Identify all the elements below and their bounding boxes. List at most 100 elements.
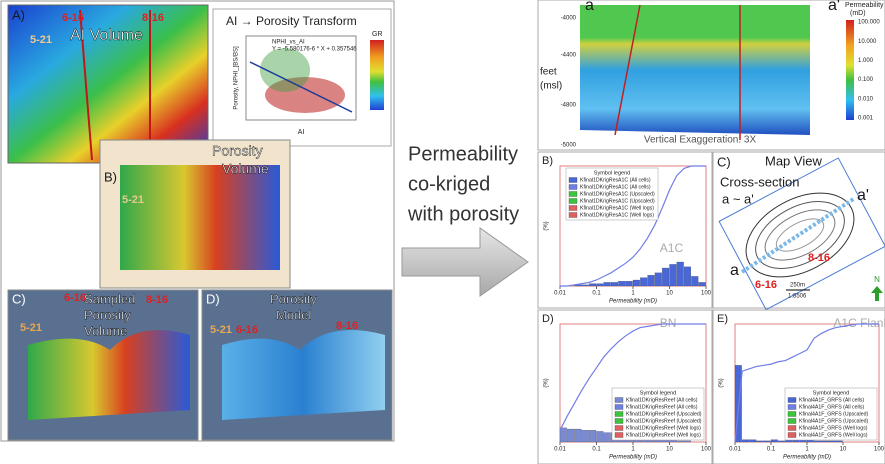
legend-swatch <box>569 192 577 197</box>
bar <box>648 275 655 286</box>
x-tick-label: 100 <box>701 291 712 297</box>
well-label: 8-16 <box>142 12 164 24</box>
well-label: 6-16 <box>755 279 777 291</box>
panel-title: Porosity <box>270 291 317 306</box>
well-label: 6-16 <box>64 292 86 304</box>
panel-label: B) <box>104 169 117 184</box>
legend-entry: Kfinal1DKrigResReef (Well logs) <box>626 425 701 431</box>
well-label: 5-21 <box>122 194 144 206</box>
legend-swatch <box>569 206 577 211</box>
section-name: a ~ a' <box>722 191 754 206</box>
well-label: 6-16 <box>62 12 84 24</box>
depth-tick: -4800 <box>561 103 577 109</box>
legend-entry: Kfinal1DKrigResReef (Upscaled) <box>626 418 702 424</box>
bar <box>611 282 618 286</box>
legend-entry: Kfinal4A1F_GRFS (All cells) <box>799 404 864 410</box>
legend-swatch <box>615 426 623 431</box>
panel-label: D) <box>542 313 554 325</box>
bar <box>662 268 669 286</box>
legend-swatch <box>788 426 796 431</box>
bar <box>677 262 684 286</box>
legend-swatch <box>788 433 796 438</box>
legend-swatch <box>569 178 577 183</box>
colorbar-title: Permeability <box>845 2 884 9</box>
bar <box>742 440 749 442</box>
bar <box>684 267 691 286</box>
legend-entry: Kfinal1DKrigResA1C (Upscaled) <box>580 191 655 197</box>
bar <box>655 273 662 286</box>
bar <box>691 276 698 286</box>
bar <box>604 282 611 286</box>
legend-swatch <box>615 405 623 410</box>
map-view: C) Map View Cross-section a ~ a' a a' 6-… <box>713 152 885 310</box>
bar <box>757 441 764 442</box>
x-tick-label: 0.1 <box>592 291 601 297</box>
section-end: a <box>585 0 594 14</box>
well-label: 8-16 <box>146 294 168 306</box>
bar <box>575 429 582 442</box>
legend-entry: Kfinal1DKrigResReef (All cells) <box>626 397 698 403</box>
bar <box>597 431 604 442</box>
x-tick-label: 100 <box>874 447 885 453</box>
bar <box>597 284 604 286</box>
colorbar-tick: 100.000 <box>858 20 880 26</box>
legend-swatch <box>569 185 577 190</box>
panel-label: C) <box>12 291 26 306</box>
panel-title: Model <box>276 307 312 322</box>
x-tick-label: 10 <box>666 447 673 453</box>
panel-label: C) <box>717 154 731 169</box>
note: Vertical Exaggeration: 3X <box>644 135 757 146</box>
bar <box>821 441 828 442</box>
caption: with porosity <box>407 203 519 225</box>
bar <box>829 441 836 442</box>
legend-swatch <box>615 398 623 403</box>
legend-swatch <box>615 433 623 438</box>
bar <box>567 429 574 442</box>
legend-entry: Kfinal1DKrigResA1C (Well logs) <box>580 205 654 211</box>
section-image <box>580 5 810 135</box>
panel-title: AI Volume <box>70 27 143 44</box>
legend-swatch <box>615 412 623 417</box>
annotation: A1C <box>660 241 684 255</box>
arrow <box>402 228 528 296</box>
legend-entry: Kfinal4A1F_GRFS (Upscaled) <box>799 418 868 424</box>
legend-swatch <box>788 412 796 417</box>
north-label: N <box>874 275 880 284</box>
legend-title: Symbol legend <box>594 170 630 176</box>
well-label: 8-16 <box>336 320 358 332</box>
depth-tick: -4400 <box>561 53 577 59</box>
bar <box>749 440 756 442</box>
x-axis-label: Permeability (mD) <box>609 455 657 461</box>
section-end: a' <box>828 0 840 14</box>
x-axis-label: Permeability (mD) <box>609 299 657 305</box>
x-tick-label: 10 <box>840 447 847 453</box>
panel-title: Porosity <box>84 307 131 322</box>
legend-colorbar <box>370 40 384 110</box>
well-label: 8-16 <box>808 252 830 264</box>
well-label: 6-16 <box>236 324 258 336</box>
x-tick-label: 0.1 <box>592 447 601 453</box>
legend-entry: Kfinal1DKrigResA1C (Well logs) <box>580 212 654 218</box>
legend-entry: Kfinal4A1F_GRFS (All cells) <box>799 397 864 403</box>
x-axis-label: Permeability (mD) <box>783 455 831 461</box>
left-figure: A) AI Volume 5-21 6-16 8-16 AI → Porosit… <box>1 1 394 441</box>
legend-entry: Kfinal1DKrigResReef (Well logs) <box>626 432 701 438</box>
bar <box>684 441 691 442</box>
scale: 250m <box>790 283 805 289</box>
bar <box>560 428 567 442</box>
legend-entry: Kfinal1DKrigResReef (All cells) <box>626 404 698 410</box>
x-tick-label: 0.01 <box>729 447 741 453</box>
scale-ratio: 1:8506 <box>788 294 807 300</box>
panel-label: B) <box>542 155 553 167</box>
panel-label: A) <box>12 7 25 22</box>
x-tick-label: 0.01 <box>554 291 566 297</box>
y-axis-label: (%) <box>719 378 725 387</box>
section-title: Cross-section <box>720 174 799 189</box>
colorbar-tick: 0.001 <box>858 116 874 122</box>
caption: co-kriged <box>408 173 490 195</box>
fit-equation: Y = -5.580176-6 * X + 0.357546 <box>272 47 357 53</box>
well-label: 5-21 <box>210 324 232 336</box>
caption: Permeability <box>408 143 518 165</box>
legend-title: Symbol legend <box>813 390 849 396</box>
panel-title: Sampled <box>84 291 135 306</box>
